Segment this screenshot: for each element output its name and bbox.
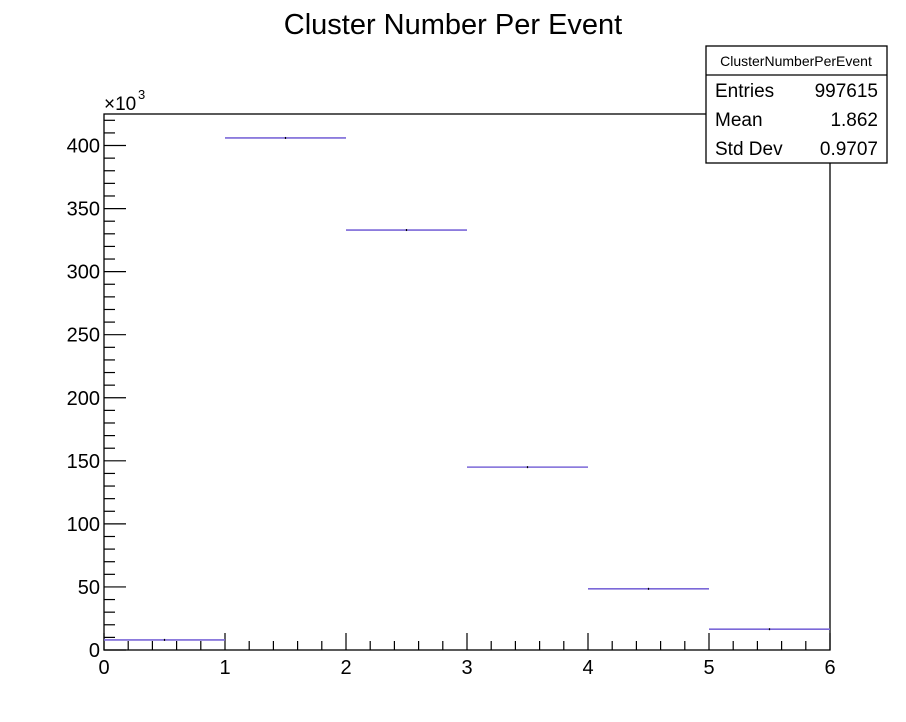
y-tick-labels: 0 50 100 150 200 250 300 350 400 [67, 136, 100, 662]
y-multiplier: ×10 3 [104, 87, 145, 115]
stats-stddev-value: 0.9707 [820, 139, 878, 160]
y-tick-label: 0 [89, 640, 100, 662]
y-tick-label: 50 [78, 577, 100, 599]
stats-stddev-label: Std Dev [715, 139, 783, 160]
x-tick-label: 6 [824, 657, 835, 679]
y-tick-label: 300 [67, 262, 100, 284]
y-tick-label: 350 [67, 199, 100, 221]
stats-entries-value: 997615 [815, 81, 878, 102]
y-multiplier-base: ×10 [104, 94, 136, 115]
stats-mean-label: Mean [715, 110, 763, 131]
y-tick-label: 250 [67, 325, 100, 347]
x-tick-label: 2 [340, 657, 351, 679]
x-tick-label: 5 [703, 657, 714, 679]
stats-entries-label: Entries [715, 81, 774, 102]
y-tick-label: 150 [67, 451, 100, 473]
y-multiplier-exponent: 3 [138, 87, 145, 102]
stats-box: ClusterNumberPerEvent Entries 997615 Mea… [705, 45, 888, 164]
y-tick-label: 400 [67, 136, 100, 158]
stats-mean-value: 1.862 [830, 110, 878, 131]
x-tick-label: 3 [461, 657, 472, 679]
plot-frame [103, 113, 831, 651]
y-tick-label: 100 [67, 514, 100, 536]
x-tick-label: 4 [582, 657, 593, 679]
stats-box-name: ClusterNumberPerEvent [720, 53, 872, 69]
histogram-bins [104, 136, 830, 641]
chart-title: Cluster Number Per Event [284, 9, 622, 41]
x-tick-labels: 0 1 2 3 4 5 6 [98, 657, 835, 679]
y-tick-label: 200 [67, 388, 100, 410]
axis-ticks [103, 119, 831, 651]
stats-box-frame [705, 45, 888, 164]
x-tick-label: 0 [98, 657, 109, 679]
x-tick-label: 1 [219, 657, 230, 679]
